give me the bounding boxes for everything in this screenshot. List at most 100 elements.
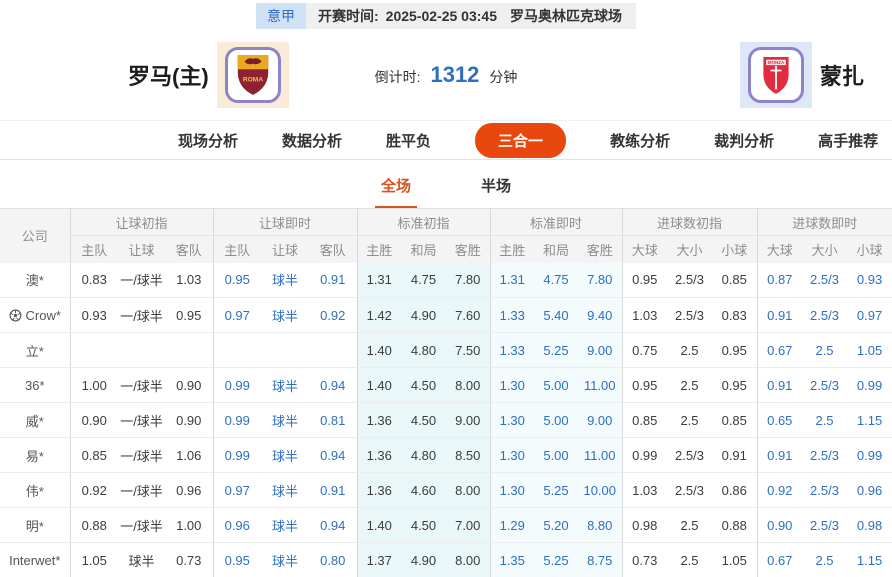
odds-cell-standard-initial: 1.36 [356,437,401,473]
kickoff-info: 开赛时间: 2025-02-25 03:45 罗马奥林匹克球场 [306,3,636,29]
odds-cell-standard-initial: 1.42 [356,297,401,333]
nav-tab-referee-analysis[interactable]: 裁判分析 [714,132,775,150]
odds-cell-handicap-live: 球半 [261,367,309,403]
countdown: 倒计时: 1312 分钟 [0,62,892,88]
odds-cell-standard-initial: 4.75 [401,262,446,298]
sub-header-handicap-initial-0: 主队 [69,235,118,263]
sub-header-standard-live-2: 客胜 [578,235,622,263]
odds-cell-goals-live: 0.97 [847,297,892,333]
nav-tab-live-analysis[interactable]: 现场分析 [178,132,239,150]
nav-tab-data-analysis[interactable]: 数据分析 [282,132,343,150]
odds-cell-goals-live: 0.90 [756,507,803,543]
odds-cell-goals-initial: 0.95 [712,367,758,403]
sub-header-handicap-live-2: 客队 [309,235,357,263]
odds-cell-standard-live: 9.40 [578,297,622,333]
league-badge[interactable]: 意甲 [256,3,306,29]
odds-cell-handicap-initial: 一/球半 [118,367,165,403]
odds-cell-standard-live: 1.30 [489,472,534,508]
nav-tab-three-in-one[interactable]: 三合一 [475,122,567,158]
top-bar: 意甲 开赛时间: 2025-02-25 03:45 罗马奥林匹克球场 [0,0,892,30]
company-name: 易* [25,448,44,464]
odds-cell-goals-initial: 2.5/3 [667,437,712,473]
nav-tab-expert-picks[interactable]: 高手推荐 [818,132,879,150]
sub-header-goals-live-2: 小球 [847,235,892,263]
roma-crest-icon: ROMA [224,47,281,103]
odds-cell-handicap-initial: 0.88 [69,507,118,543]
odds-cell-standard-initial: 8.50 [446,437,490,473]
sub-header-standard-live-1: 和局 [534,235,578,263]
odds-cell-handicap-live: 0.91 [309,262,357,298]
odds-cell-goals-initial: 2.5/3 [667,262,712,298]
period-tab-full-match[interactable]: 全场 [374,175,417,208]
odds-cell-standard-live: 8.75 [578,542,622,577]
sub-header-handicap-live-1: 让球 [261,235,309,263]
table-row: 明* 0.88 一/球半 1.00 0.96 球半 0.94 1.40 4.50 7.00 1.29… [0,507,892,543]
odds-cell-standard-initial: 8.00 [446,542,490,577]
odds-cell-handicap-initial: 0.95 [165,297,213,333]
odds-cell-goals-live: 0.91 [756,367,803,403]
odds-cell-standard-initial: 1.40 [356,332,401,368]
odds-cell-goals-live: 1.15 [847,542,892,577]
sub-header-standard-initial-1: 和局 [401,235,446,263]
odds-cell-goals-initial: 1.05 [712,542,758,577]
company-name: 伟* [25,483,44,499]
odds-cell-handicap-live: 球半 [261,507,309,543]
odds-table: 公司 让球初指 让球即时 标准初指 标准即时 进球数初指 进球数即时 主队 让球 客队 主队 让球 客队… [0,208,892,577]
group-header-goals-live: 进球数即时 [756,208,892,236]
sub-header-handicap-initial-2: 客队 [165,235,213,263]
odds-cell-goals-live: 0.87 [756,262,803,298]
company-cell: Interwet* [0,542,70,577]
odds-cell-handicap-initial: 一/球半 [118,472,165,508]
countdown-unit: 分钟 [489,69,518,85]
nav-tab-coach-analysis[interactable]: 教练分析 [610,132,671,150]
odds-cell-standard-live: 9.00 [578,332,622,368]
period-tab-half-match[interactable]: 半场 [481,178,512,195]
odds-cell-handicap-live: 球半 [261,402,309,438]
odds-cell-standard-initial: 7.00 [446,507,490,543]
odds-cell-standard-initial: 8.00 [446,367,490,403]
odds-cell-handicap-live: 0.99 [212,402,261,438]
odds-cell-goals-initial: 2.5 [667,507,712,543]
group-header-handicap-live: 让球即时 [212,208,357,236]
odds-cell-standard-initial: 7.80 [446,262,490,298]
company-name: Crow* [25,307,61,323]
countdown-label: 倒计时: [374,69,421,85]
nav-tab-win-draw-lose[interactable]: 胜平负 [386,132,432,150]
odds-cell-handicap-live: 0.96 [212,507,261,543]
odds-cell-standard-initial: 8.00 [446,472,490,508]
odds-cell-goals-initial: 0.95 [621,367,667,403]
odds-cell-handicap-initial [165,332,213,368]
venue: 罗马奥林匹克球场 [509,8,622,24]
odds-cell-standard-live: 1.30 [489,402,534,438]
odds-cell-handicap-live: 球半 [261,542,309,577]
table-row: Crow* 0.93 一/球半 0.95 0.97 球半 0.92 1.42 4.90 7.60 1… [0,297,892,333]
odds-cell-handicap-live: 球半 [261,472,309,508]
odds-cell-standard-live: 5.25 [534,332,578,368]
odds-cell-handicap-live [309,332,357,368]
odds-cell-handicap-live: 0.91 [309,472,357,508]
company-name: 36* [24,377,45,393]
odds-cell-goals-initial: 0.85 [712,402,758,438]
company-cell: Crow* [0,297,70,333]
odds-cell-handicap-live: 0.99 [212,367,261,403]
period-tabs: 全场 半场 [0,160,892,208]
group-header-goals-initial: 进球数初指 [621,208,758,236]
odds-cell-handicap-live: 0.94 [309,367,357,403]
odds-cell-goals-live: 0.92 [756,472,803,508]
odds-cell-goals-initial: 1.03 [621,297,667,333]
nav-tabs: 现场分析 数据分析 胜平负 三合一 教练分析 裁判分析 高手推荐 [0,120,892,160]
odds-cell-goals-live: 0.67 [756,332,803,368]
odds-cell-handicap-initial: 1.03 [165,262,213,298]
odds-cell-standard-live: 5.00 [534,402,578,438]
company-cell: 易* [0,437,70,473]
odds-cell-goals-live: 2.5/3 [802,472,848,508]
odds-cell-standard-live: 5.25 [534,472,578,508]
sub-header-standard-live-0: 主胜 [489,235,534,263]
odds-cell-goals-initial: 2.5 [667,402,712,438]
kickoff-time: 2025-02-25 03:45 [385,8,497,24]
table-row: 36* 1.00 一/球半 0.90 0.99 球半 0.94 1.40 4.50 8.00 1.3… [0,367,892,403]
odds-cell-handicap-initial: 一/球半 [118,507,165,543]
odds-cell-standard-live: 7.80 [578,262,622,298]
odds-cell-goals-initial: 0.95 [712,332,758,368]
